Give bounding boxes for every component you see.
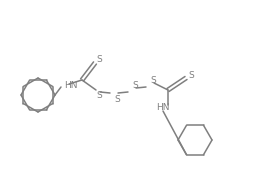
Text: S: S	[96, 55, 102, 63]
Text: HN: HN	[156, 104, 170, 112]
Text: S: S	[150, 76, 156, 84]
Text: HN: HN	[64, 80, 78, 89]
Text: S: S	[96, 90, 102, 99]
Text: S: S	[114, 95, 120, 105]
Text: S: S	[132, 80, 138, 89]
Text: S: S	[188, 71, 194, 79]
